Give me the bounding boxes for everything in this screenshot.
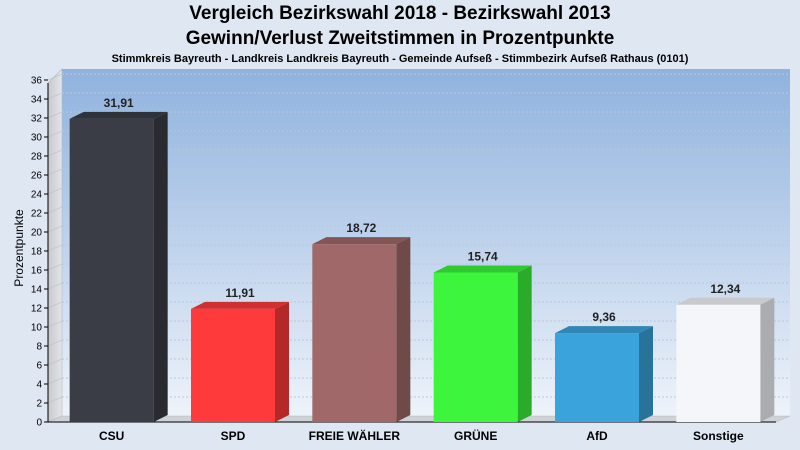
bar-top (555, 326, 653, 334)
x-tick-label: AfD (586, 429, 608, 443)
x-tick-label: Sonstige (693, 429, 744, 443)
chart-subtitle: Stimmkreis Bayreuth - Landkreis Landkrei… (111, 53, 689, 65)
y-tick-label: 34 (31, 95, 43, 106)
y-tick-label: 24 (31, 190, 43, 201)
x-tick-label: FREIE WÄHLER (309, 428, 401, 443)
y-tick-label: 26 (31, 171, 43, 182)
y-tick-label: 0 (36, 418, 42, 429)
bar-freie-wähler: 18,72 (312, 221, 411, 422)
y-tick-label: 36 (31, 76, 43, 87)
y-tick-label: 12 (31, 304, 43, 315)
wall-gridline (47, 320, 63, 328)
y-tick-label: 14 (31, 285, 43, 296)
wall-gridline (47, 263, 63, 271)
chart-title: Vergleich Bezirkswahl 2018 - Bezirkswahl… (189, 3, 611, 24)
x-tick-label: GRÜNE (454, 428, 497, 443)
bar-side (760, 297, 775, 422)
wall-gridline (47, 301, 63, 309)
bar-side (275, 301, 289, 422)
bar-top (191, 301, 289, 309)
bar-top (69, 111, 168, 119)
bar-value-label: 18,72 (346, 221, 376, 235)
wall-gridline (47, 130, 63, 138)
bar-csu: 31,91 (69, 96, 168, 422)
wall-gridline (47, 377, 63, 385)
bar-value-label: 9,36 (592, 310, 616, 324)
wall-gridline (47, 282, 63, 290)
y-tick-label: 18 (31, 247, 43, 258)
bar-value-label: 15,74 (468, 249, 498, 263)
bar-value-label: 31,91 (104, 96, 134, 110)
bar-top (676, 297, 775, 305)
bar-grüne: 15,74 (433, 249, 532, 422)
wall-gridline (47, 396, 63, 404)
y-tick-label: 6 (36, 361, 42, 372)
bar-top (433, 265, 532, 273)
y-tick-label: 4 (36, 380, 42, 391)
wall-gridline (47, 225, 63, 233)
bars-group: 31,91 11,91 18,72 15,74 9,36 12,34 (69, 96, 775, 422)
bar-side (639, 326, 653, 422)
x-tick-label: CSU (99, 429, 124, 443)
y-tick-label: 8 (36, 342, 42, 353)
wall-gridline (47, 73, 63, 81)
y-tick-label: 22 (31, 209, 43, 220)
bar-front (555, 333, 639, 422)
left-wall (47, 68, 63, 423)
wall-gridline (47, 358, 63, 366)
chart-title-2: Gewinn/Verlust Zweitstimmen in Prozentpu… (185, 28, 615, 49)
bar-front (676, 304, 761, 422)
bar-front (312, 244, 397, 422)
y-tick-label: 20 (31, 228, 43, 239)
wall-gridline (47, 206, 63, 214)
plot-background (62, 69, 790, 416)
bar-spd: 11,91 (191, 286, 289, 422)
y-tick-label: 28 (31, 152, 43, 163)
wall-gridline (47, 168, 63, 176)
wall-gridline (47, 149, 63, 157)
wall-gridline (47, 339, 63, 347)
bar-value-label: 12,34 (710, 282, 740, 296)
y-tick-label: 30 (31, 133, 43, 144)
bar-front (433, 272, 518, 422)
wall-gridline (47, 111, 63, 119)
bar-side (396, 237, 411, 422)
y-axis-label: Prozentpunkte (12, 209, 26, 287)
y-tick-label: 2 (36, 399, 42, 410)
bar-front (191, 308, 275, 422)
y-tick-label: 32 (31, 114, 43, 125)
bar-top (312, 237, 411, 245)
bar-afd: 9,36 (555, 310, 653, 422)
bar-side (153, 111, 168, 422)
bar-sonstige: 12,34 (676, 282, 775, 422)
wall-gridline (47, 244, 63, 252)
x-tick-label: SPD (221, 429, 246, 443)
y-tick-label: 16 (31, 266, 43, 277)
wall-gridline (47, 92, 63, 100)
bar-value-label: 11,91 (225, 286, 255, 300)
y-tick-label: 10 (31, 323, 43, 334)
wall-gridline (47, 187, 63, 195)
bar-front (69, 118, 154, 422)
bar-side (517, 265, 532, 422)
